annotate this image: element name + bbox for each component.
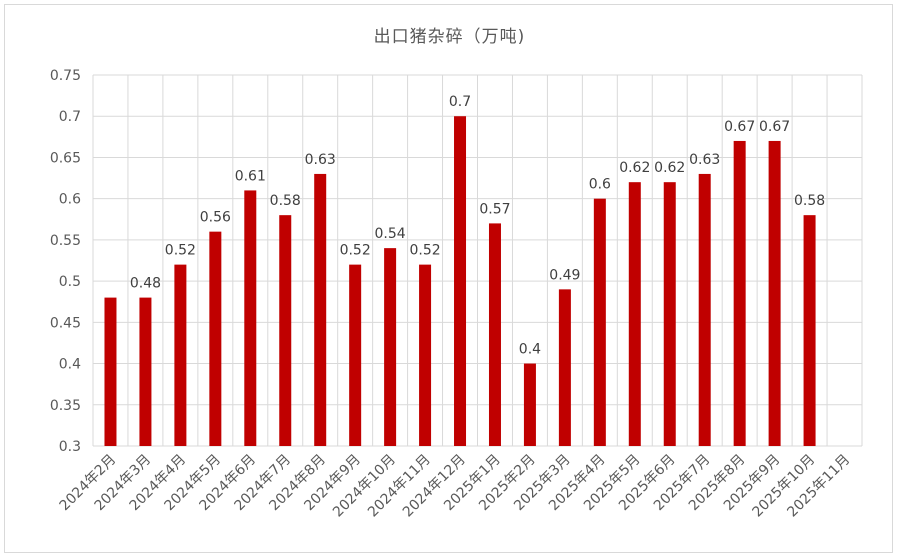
bar bbox=[558, 289, 571, 446]
bar bbox=[104, 297, 117, 446]
data-label: 0.6 bbox=[589, 177, 611, 193]
data-label: 0.67 bbox=[759, 119, 790, 135]
data-label: 0.57 bbox=[479, 201, 510, 217]
data-label: 0.63 bbox=[689, 152, 720, 168]
y-tick-label: 0.75 bbox=[50, 68, 81, 84]
data-label: 0.67 bbox=[724, 119, 755, 135]
data-label: 0.52 bbox=[409, 243, 440, 259]
y-tick-label: 0.3 bbox=[59, 439, 81, 455]
data-label: 0.62 bbox=[619, 160, 650, 176]
bar bbox=[174, 264, 187, 446]
data-label: 0.52 bbox=[165, 243, 196, 259]
data-label: 0.54 bbox=[375, 226, 406, 242]
bar bbox=[384, 248, 397, 446]
bar bbox=[488, 223, 501, 446]
bar bbox=[209, 231, 222, 446]
data-label: 0.7 bbox=[449, 94, 471, 110]
data-label: 0.63 bbox=[305, 152, 336, 168]
bar bbox=[593, 198, 606, 446]
y-axis: 0.3 0.35 0.4 0.45 0.5 0.55 0.6 0.65 0.7 0.75 bbox=[50, 68, 81, 455]
y-tick-label: 0.4 bbox=[59, 357, 81, 373]
data-label: 0.56 bbox=[200, 210, 231, 226]
data-label: 0.52 bbox=[340, 243, 371, 259]
bar bbox=[454, 116, 467, 446]
bars bbox=[104, 116, 816, 446]
bar bbox=[314, 173, 327, 446]
y-tick-label: 0.5 bbox=[59, 274, 81, 290]
data-label: 0.58 bbox=[270, 193, 301, 209]
bar bbox=[733, 140, 746, 446]
bar bbox=[768, 140, 781, 446]
bar bbox=[628, 182, 641, 446]
data-label: 0.62 bbox=[654, 160, 685, 176]
bar bbox=[663, 182, 676, 446]
bar bbox=[698, 173, 711, 446]
bar bbox=[244, 190, 257, 446]
bar bbox=[523, 363, 536, 446]
data-label: 0.49 bbox=[549, 267, 580, 283]
data-label: 0.58 bbox=[794, 193, 825, 209]
bar bbox=[803, 215, 816, 446]
bar bbox=[419, 264, 432, 446]
data-label: 0.4 bbox=[519, 342, 541, 358]
y-tick-label: 0.7 bbox=[59, 109, 81, 125]
data-label: 0.48 bbox=[130, 276, 161, 292]
y-tick-label: 0.65 bbox=[50, 150, 81, 166]
bar bbox=[139, 297, 152, 446]
y-tick-label: 0.6 bbox=[59, 192, 81, 208]
data-labels: 0.480.520.560.610.580.630.520.540.520.70… bbox=[130, 94, 825, 357]
chart-title: 出口猪杂碎（万吨) bbox=[373, 27, 526, 47]
data-label: 0.61 bbox=[235, 168, 266, 184]
bar bbox=[349, 264, 362, 446]
x-axis: 2024年2月2024年3月2024年4月2024年5月2024年6月2024年… bbox=[57, 452, 854, 521]
y-tick-label: 0.35 bbox=[50, 398, 81, 414]
y-tick-label: 0.45 bbox=[50, 315, 81, 331]
y-tick-label: 0.55 bbox=[50, 233, 81, 249]
bar bbox=[279, 215, 292, 446]
